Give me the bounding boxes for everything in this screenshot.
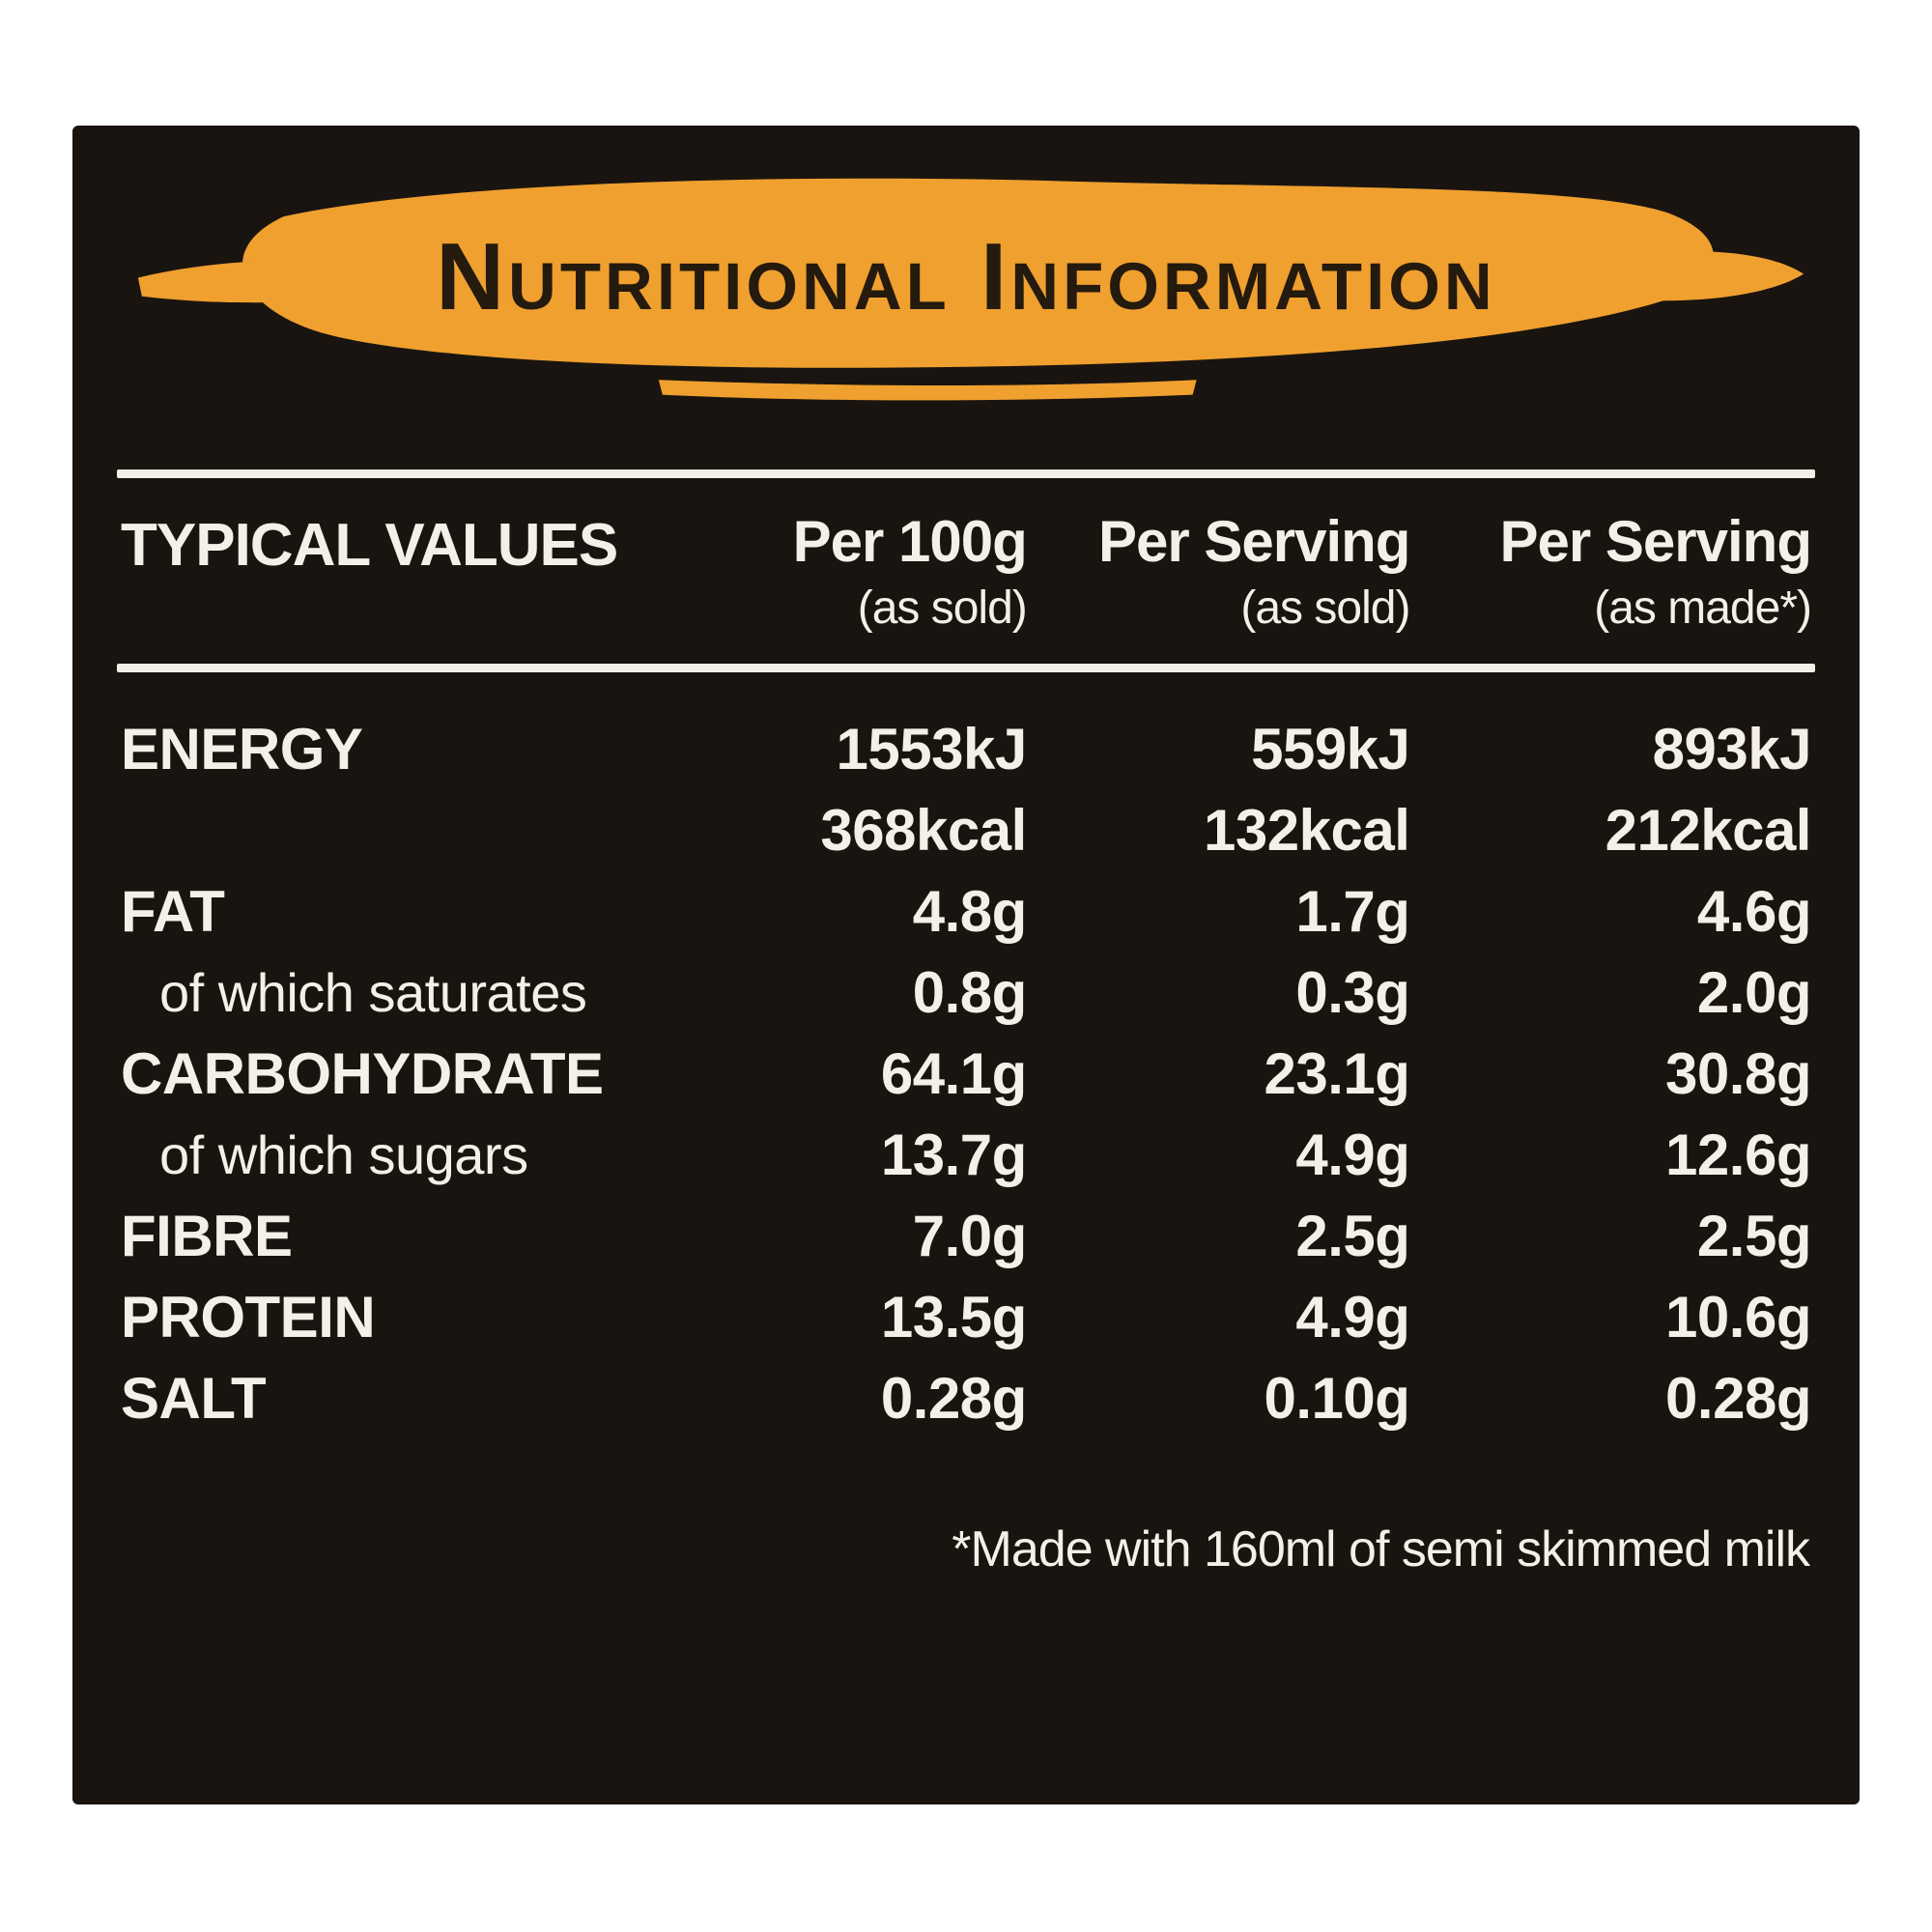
- row-label: PROTEIN: [121, 1285, 376, 1350]
- footnote: *Made with 160ml of semi skimmed milk: [952, 1521, 1810, 1577]
- table-row-salt: SALT 0.28g 0.10g 0.28g: [121, 1358, 1811, 1439]
- row-value: 893kJ: [1652, 717, 1812, 781]
- row-value: 4.9g: [1295, 1285, 1410, 1350]
- row-value: 2.5g: [1295, 1204, 1410, 1268]
- column-subtitle: (as sold): [1240, 582, 1410, 634]
- table-body: ENERGY 1553kJ 559kJ 893kJ 368kcal 132kca…: [117, 672, 1815, 1439]
- row-value: 368kcal: [820, 798, 1027, 863]
- row-value: 212kcal: [1605, 798, 1812, 863]
- row-value: 23.1g: [1264, 1041, 1410, 1106]
- divider-header: [117, 664, 1815, 672]
- column-title: Per Serving: [1499, 509, 1811, 574]
- row-label: CARBOHYDRATE: [121, 1041, 604, 1106]
- row-value: 132kcal: [1204, 798, 1410, 863]
- row-label: SALT: [121, 1366, 267, 1431]
- row-value: 4.9g: [1295, 1122, 1410, 1187]
- row-value: 0.28g: [1665, 1366, 1811, 1431]
- divider-top: [117, 469, 1815, 478]
- table-row-energy-kcal: 368kcal 132kcal 212kcal: [121, 790, 1811, 871]
- row-value: 13.7g: [880, 1122, 1027, 1187]
- table-row-fat: FAT 4.8g 1.7g 4.6g: [121, 871, 1811, 952]
- row-value: 10.6g: [1665, 1285, 1811, 1350]
- row-label: [121, 790, 662, 871]
- row-value: 559kJ: [1251, 717, 1410, 781]
- row-label: of which saturates: [159, 962, 587, 1023]
- row-value: 2.0g: [1696, 960, 1812, 1025]
- column-title: Per Serving: [1097, 509, 1410, 574]
- table-row-fibre: FIBRE 7.0g 2.5g 2.5g: [121, 1196, 1811, 1277]
- table-row-saturates: of which saturates 0.8g 0.3g 2.0g: [121, 952, 1811, 1034]
- row-value: 12.6g: [1665, 1122, 1811, 1187]
- table-row-carbohydrate: CARBOHYDRATE 64.1g 23.1g 30.8g: [121, 1034, 1811, 1115]
- row-value: 4.6g: [1696, 879, 1812, 944]
- row-label: FIBRE: [121, 1204, 293, 1268]
- table-row-energy-kj: ENERGY 1553kJ 559kJ 893kJ: [121, 709, 1811, 790]
- row-label: ENERGY: [121, 717, 363, 781]
- column-header-per-serving-made: Per Serving (as made*): [1409, 511, 1811, 635]
- row-value: 4.8g: [912, 879, 1028, 944]
- row-value: 7.0g: [912, 1204, 1028, 1268]
- row-value: 1.7g: [1295, 879, 1410, 944]
- row-value: 1553kJ: [836, 717, 1028, 781]
- nutrition-panel: Nutritional Information TYPICAL VALUES P…: [72, 126, 1860, 1804]
- row-value: 2.5g: [1696, 1204, 1812, 1268]
- panel-title: Nutritional Information: [436, 222, 1496, 329]
- row-value: 64.1g: [880, 1041, 1027, 1106]
- column-subtitle: (as sold): [857, 582, 1028, 634]
- row-label: of which sugars: [159, 1124, 528, 1185]
- table-row-sugars: of which sugars 13.7g 4.9g 12.6g: [121, 1115, 1811, 1196]
- column-header-per-100g: Per 100g (as sold): [662, 509, 1028, 635]
- column-title: Per 100g: [792, 509, 1028, 574]
- table-header: TYPICAL VALUES Per 100g (as sold) Per Se…: [117, 478, 1815, 664]
- column-header-per-serving-sold: Per Serving (as sold): [1027, 511, 1410, 635]
- title-banner: Nutritional Information: [121, 168, 1811, 410]
- header-typical-values: TYPICAL VALUES: [121, 512, 618, 579]
- column-subtitle: (as made*): [1594, 582, 1812, 634]
- row-value: 30.8g: [1665, 1041, 1811, 1106]
- row-value: 13.5g: [880, 1285, 1027, 1350]
- row-value: 0.28g: [880, 1366, 1027, 1431]
- brush-stroke-graphic: [137, 178, 1804, 401]
- row-value: 0.3g: [1295, 960, 1410, 1025]
- table-row-protein: PROTEIN 13.5g 4.9g 10.6g: [121, 1277, 1811, 1358]
- row-value: 0.10g: [1264, 1366, 1410, 1431]
- row-label: FAT: [121, 879, 225, 944]
- row-value: 0.8g: [912, 960, 1028, 1025]
